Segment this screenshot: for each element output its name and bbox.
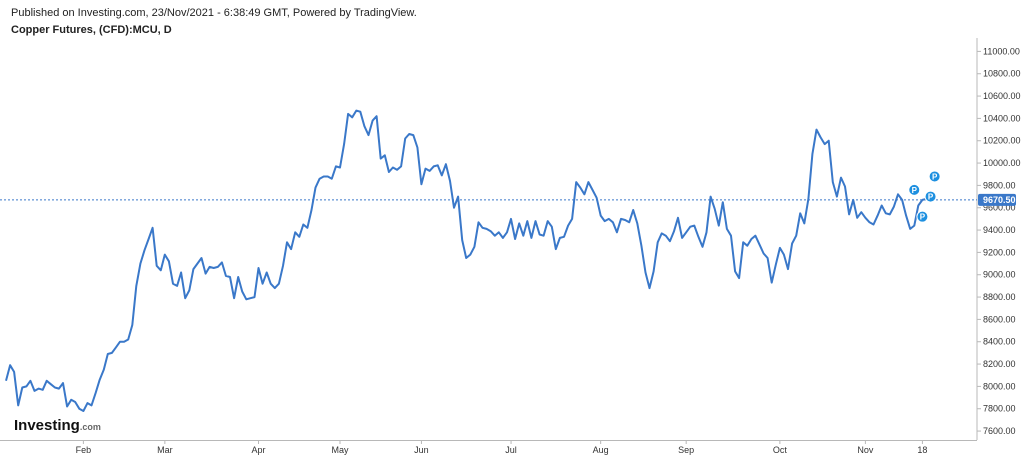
y-tick-label: 10400.00 [983,113,1021,123]
event-marker-label: P [932,172,938,181]
x-tick-label: 18 [917,445,927,455]
event-markers: P P P P [908,170,941,223]
y-tick-label: 8600.00 [983,314,1016,324]
y-tick-label: 7600.00 [983,426,1016,436]
event-marker[interactable] [908,183,921,196]
last-price-tag-background [978,193,1016,206]
event-marker[interactable] [916,210,929,223]
y-tick-label: 8800.00 [983,292,1016,302]
x-tick-label: Aug [593,445,609,455]
last-price-tag: 9670.50 [978,193,1016,206]
x-tick-label: Oct [773,445,788,455]
event-marker-label: P [920,213,926,222]
x-tick-label: Feb [76,445,92,455]
y-tick-label: 10600.00 [983,91,1021,101]
x-tick-label: Jun [414,445,429,455]
logo-suffix: .com [80,422,101,432]
logo-text: Investing.com [14,417,101,434]
y-tick-label: 11000.00 [983,46,1020,56]
y-tick-label: 9200.00 [983,247,1016,257]
last-price-label: 9670.50 [983,195,1016,205]
x-tick-label: Apr [252,445,266,455]
investing-logo[interactable]: Investing.com [14,417,101,434]
y-axis: 7600.00 7800.00 8000.00 8200.00 8400.00 8600.… [976,38,1021,440]
x-tick-label: Nov [857,445,874,455]
y-tick-label: 9400.00 [983,225,1016,235]
x-tick-label: Mar [157,445,173,455]
series-line-copper[interactable] [5,109,931,412]
y-tick-label: 8200.00 [983,359,1016,369]
x-tick-label: Jul [505,445,517,455]
y-tick-label: 10800.00 [983,69,1021,79]
x-tick-label: Sep [678,445,694,455]
y-tick-label: 10000.00 [983,158,1021,168]
logo-word: Investing [14,417,80,434]
y-tick-label: 9000.00 [983,270,1016,280]
symbol-title: Copper Futures, (CFD):MCU, D [11,24,172,36]
event-marker[interactable] [928,170,941,183]
y-tick-label: 8000.00 [983,381,1016,391]
event-marker-label: P [928,193,934,202]
published-info: Published on Investing.com, 23/Nov/2021 … [11,7,417,19]
event-marker[interactable] [924,190,937,203]
y-tick-label: 7800.00 [983,404,1016,414]
y-tick-label: 9600.00 [983,203,1016,213]
event-marker-label: P [912,186,918,195]
x-tick-label: May [331,445,349,455]
y-tick-label: 9800.00 [983,180,1016,190]
y-tick-label: 8400.00 [983,337,1016,347]
x-axis: Feb Mar Apr May Jun Jul Aug Sep Oct Nov 18 [0,440,977,455]
y-tick-label: 10200.00 [983,136,1021,146]
